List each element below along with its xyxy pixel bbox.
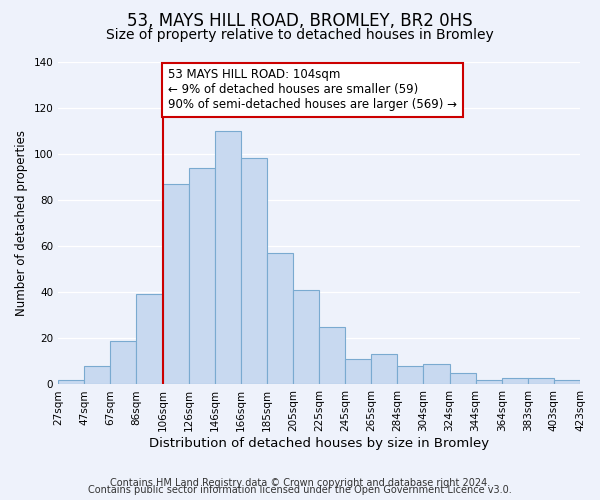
Bar bbox=[188, 168, 215, 384]
Bar bbox=[241, 158, 267, 384]
Bar bbox=[449, 373, 476, 384]
Text: 53, MAYS HILL ROAD, BROMLEY, BR2 0HS: 53, MAYS HILL ROAD, BROMLEY, BR2 0HS bbox=[127, 12, 473, 30]
Bar bbox=[293, 290, 319, 384]
Bar bbox=[163, 184, 188, 384]
Bar bbox=[110, 340, 136, 384]
Text: Contains HM Land Registry data © Crown copyright and database right 2024.: Contains HM Land Registry data © Crown c… bbox=[110, 478, 490, 488]
Text: Contains public sector information licensed under the Open Government Licence v3: Contains public sector information licen… bbox=[88, 485, 512, 495]
Text: 53 MAYS HILL ROAD: 104sqm
← 9% of detached houses are smaller (59)
90% of semi-d: 53 MAYS HILL ROAD: 104sqm ← 9% of detach… bbox=[168, 68, 457, 112]
Bar bbox=[136, 294, 163, 384]
Bar bbox=[554, 380, 580, 384]
Bar bbox=[215, 130, 241, 384]
Bar bbox=[528, 378, 554, 384]
Bar bbox=[502, 378, 528, 384]
Bar bbox=[267, 253, 293, 384]
Bar bbox=[424, 364, 449, 384]
Y-axis label: Number of detached properties: Number of detached properties bbox=[15, 130, 28, 316]
Bar bbox=[397, 366, 424, 384]
Bar bbox=[345, 359, 371, 384]
Bar bbox=[476, 380, 502, 384]
Text: Size of property relative to detached houses in Bromley: Size of property relative to detached ho… bbox=[106, 28, 494, 42]
Bar bbox=[58, 380, 84, 384]
X-axis label: Distribution of detached houses by size in Bromley: Distribution of detached houses by size … bbox=[149, 437, 489, 450]
Bar bbox=[371, 354, 397, 384]
Bar bbox=[84, 366, 110, 384]
Bar bbox=[319, 327, 345, 384]
